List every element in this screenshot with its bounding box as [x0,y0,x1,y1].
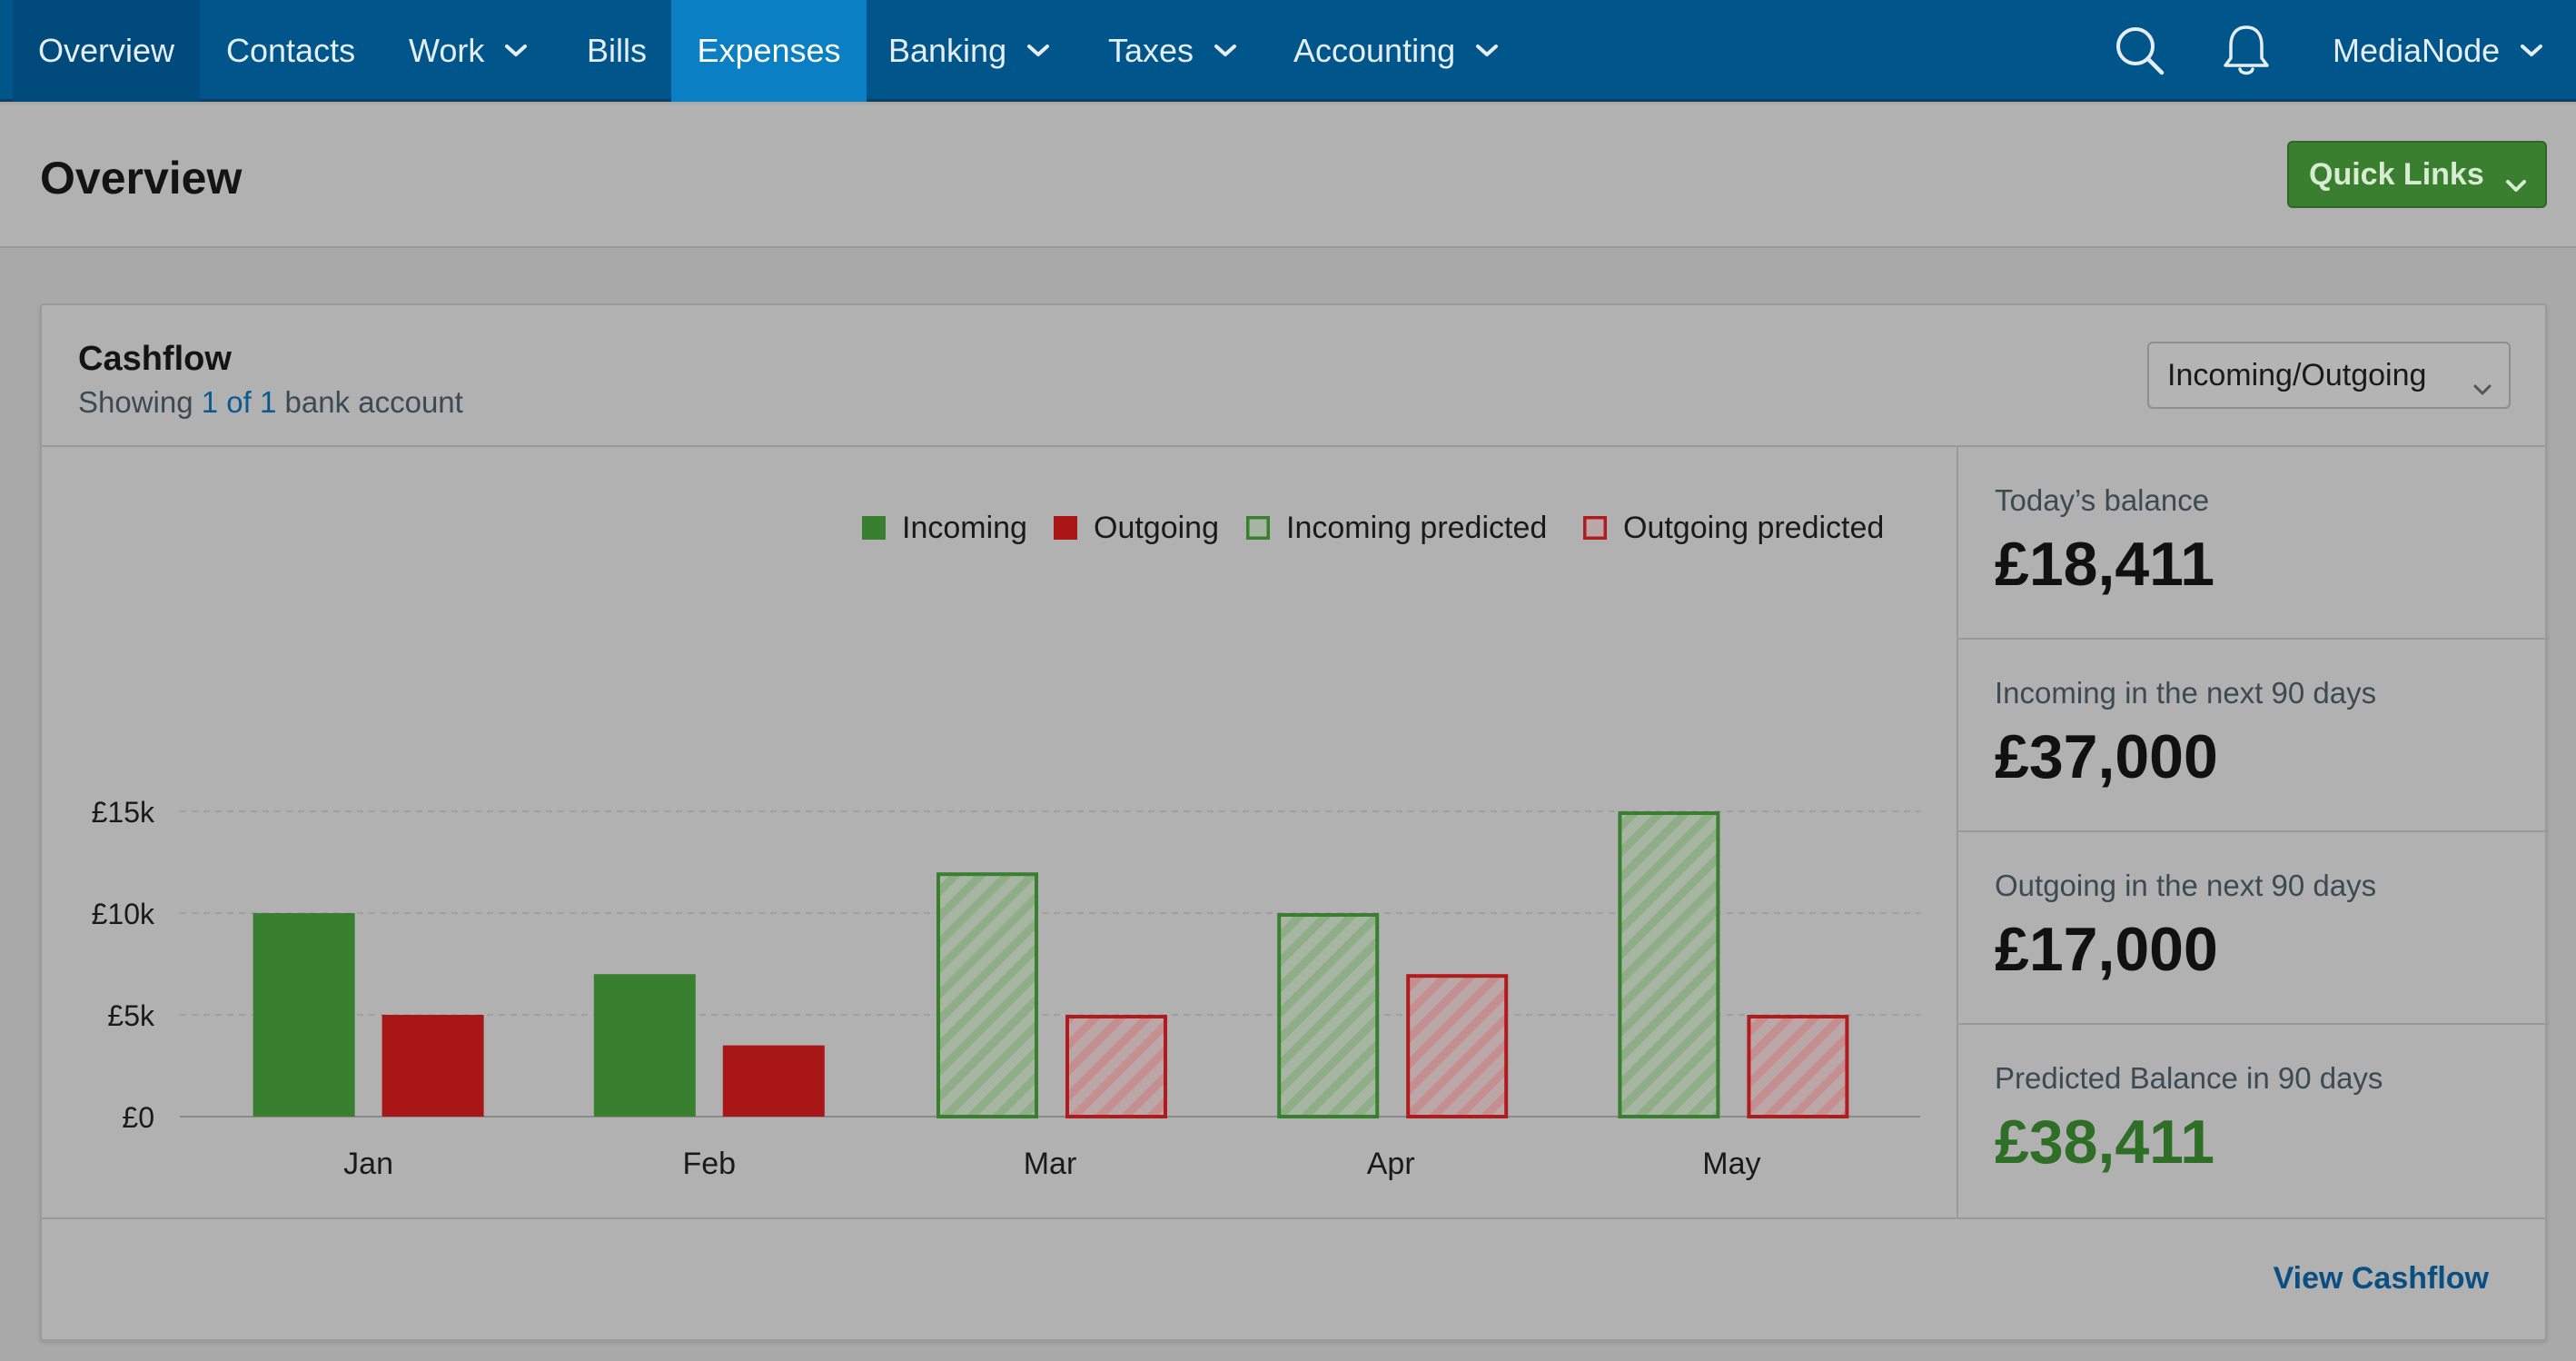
legend-label: Outgoing predicted [1623,511,1884,545]
nav-item-overview[interactable]: Overview [13,0,200,102]
stat-incoming-90-days: Incoming in the next 90 days £37,000 [1958,640,2549,832]
stat-predicted-balance: Predicted Balance in 90 days £38,411 [1958,1025,2549,1217]
legend-label: Outgoing [1094,511,1219,545]
nav-item-expenses[interactable]: Expenses [671,0,867,102]
y-tick-label: £15k [92,796,155,829]
stat-label: Predicted Balance in 90 days [1995,1061,2383,1095]
showing-prefix: Showing [78,385,193,419]
legend-swatch [862,516,886,540]
nav-item-label: Taxes [1108,32,1194,69]
view-cashflow-link[interactable]: View Cashflow [2273,1261,2489,1296]
nav-item-bills[interactable]: Bills [587,0,647,102]
page-title: Overview [40,153,243,204]
x-tick-label: Feb [683,1147,737,1181]
stat-label: Today’s balance [1995,483,2210,517]
x-tick-label: Apr [1367,1147,1415,1181]
quick-links-label: Quick Links [2309,156,2484,192]
account-menu[interactable]: MediaNode [2333,0,2543,102]
bar-incoming [593,974,696,1117]
chevron-down-icon [2520,44,2543,58]
y-tick-label: £10k [92,898,155,930]
top-navigation: Overview Contacts Work Bills Expenses Ba… [0,0,2576,102]
stat-value: £37,000 [1995,722,2218,791]
x-tick-label: Jan [343,1147,393,1181]
bar-outgoing [381,1015,484,1117]
legend-label: Incoming [902,511,1027,545]
bar-incoming [253,913,355,1117]
stat-label: Incoming in the next 90 days [1995,676,2377,710]
stat-value: £38,411 [1995,1108,2215,1177]
balance-summary: Today’s balance £18,411 Incoming in the … [1957,447,2549,1217]
bar-outgoing-predicted [1406,974,1509,1119]
page-header: Overview Quick Links [0,104,2576,248]
bank-account-count-link[interactable]: 1 of 1 [201,385,277,419]
account-name: MediaNode [2333,32,2501,69]
legend-label: Incoming predicted [1286,511,1547,545]
showing-suffix: bank account [284,385,463,419]
legend-swatch [1246,516,1270,540]
nav-item-label: Overview [37,32,175,69]
stat-value: £18,411 [1995,530,2215,599]
x-tick-label: May [1702,1147,1760,1181]
stat-value: £17,000 [1995,915,2218,984]
nav-item-label: Accounting [1293,32,1456,69]
nav-item-label: Bills [587,32,648,69]
chevron-down-icon [504,44,528,58]
chevron-down-icon [1475,44,1499,58]
nav-item-label: Contacts [226,32,356,69]
nav-item-banking[interactable]: Banking [888,0,1050,102]
bell-icon[interactable] [2222,0,2271,102]
chevron-down-icon [2505,166,2527,202]
legend-swatch [1054,516,1077,540]
cashflow-chart: £0 £5k £10k £15k Jan Feb Mar Apr May Incoming Out… [42,447,1957,1217]
chevron-down-icon [1214,44,1237,58]
nav-item-label: Expenses [697,32,841,69]
legend-swatch [1583,516,1607,540]
cashflow-card-header: Cashflow Showing 1 of 1 bank account Inc… [42,305,2545,447]
bar-outgoing [722,1045,825,1117]
stat-todays-balance: Today’s balance £18,411 [1958,447,2549,640]
bar-outgoing-predicted [1065,1015,1167,1118]
bank-account-summary: Showing 1 of 1 bank account [78,385,463,420]
card-title: Cashflow [78,340,232,378]
cashflow-card: Cashflow Showing 1 of 1 bank account Inc… [40,303,2549,1341]
nav-item-accounting[interactable]: Accounting [1293,0,1499,102]
y-tick-label: £5k [107,999,155,1032]
nav-item-contacts[interactable]: Contacts [226,0,355,102]
quick-links-button[interactable]: Quick Links [2287,141,2547,208]
nav-item-taxes[interactable]: Taxes [1108,0,1237,102]
x-tick-label: Mar [1024,1147,1077,1181]
nav-item-label: Banking [888,32,1007,69]
cashflow-view-select[interactable]: Incoming/Outgoing [2147,342,2511,409]
bar-incoming-predicted [1277,913,1380,1118]
nav-item-label: Work [409,32,485,69]
cashflow-card-footer: View Cashflow [42,1217,2545,1341]
bar-incoming-predicted [1618,811,1720,1118]
bar-outgoing-predicted [1747,1015,1849,1118]
chevron-down-icon [1026,44,1050,58]
chevron-down-icon [2472,369,2492,404]
y-tick-label: £0 [122,1101,154,1134]
search-icon[interactable] [2115,0,2165,102]
stat-label: Outgoing in the next 90 days [1995,869,2377,902]
cashflow-chart-svg: £0 £5k £10k £15k Jan Feb Mar Apr May Incoming Out… [92,511,1920,1181]
stat-outgoing-90-days: Outgoing in the next 90 days £17,000 [1958,832,2549,1025]
bar-incoming-predicted [936,872,1038,1118]
nav-item-work[interactable]: Work [409,0,528,102]
select-value: Incoming/Outgoing [2167,357,2427,392]
